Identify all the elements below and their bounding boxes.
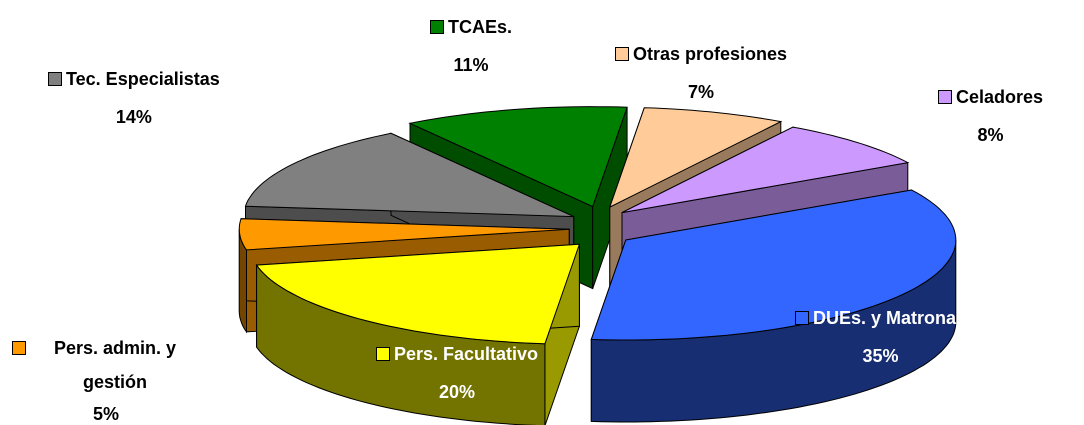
legend-swatch <box>48 72 62 86</box>
slice-top <box>244 132 574 218</box>
category-label: Pers. admin. y gestión <box>53 338 177 392</box>
data-label: Tec. Especialistas 14% <box>48 68 220 128</box>
category-label: Celadores <box>956 87 1044 107</box>
percent-label: 11% <box>453 55 489 75</box>
category-label: Otras profesiones <box>633 44 788 64</box>
legend-entry: TCAEs. <box>430 16 512 38</box>
data-label: Pers. admin. y gestión 5% <box>12 331 200 425</box>
slice-top <box>608 107 783 209</box>
percent-label: 5% <box>92 404 119 424</box>
data-label: Pers. Facultativo 20% <box>376 343 538 403</box>
legend-swatch <box>376 347 390 361</box>
slice-top <box>255 243 581 345</box>
category-label: TCAEs. <box>448 17 513 37</box>
legend-entry: Tec. Especialistas <box>48 68 220 90</box>
legend-entry: DUEs. y Matronas <box>795 307 966 329</box>
slice <box>590 189 957 423</box>
slice <box>255 243 581 425</box>
percent-label: 20% <box>439 382 476 402</box>
category-label: DUEs. y Matronas <box>813 308 967 328</box>
percent-label: 14% <box>115 107 152 127</box>
percent-label: 35% <box>862 346 899 366</box>
legend-swatch <box>430 20 444 34</box>
legend-swatch <box>938 90 952 104</box>
data-label: TCAEs. 11% <box>430 16 512 76</box>
legend-entry: Pers. Facultativo <box>376 343 538 365</box>
slice-top <box>590 189 957 341</box>
percent-label: 8% <box>977 125 1004 145</box>
slice-top <box>238 218 570 251</box>
legend-entry: Otras profesiones <box>615 43 787 65</box>
legend-entry: Celadores <box>938 86 1043 108</box>
legend-swatch <box>12 341 26 355</box>
data-label: Otras profesiones 7% <box>615 43 787 103</box>
slice-top <box>408 106 628 208</box>
category-label: Tec. Especialistas <box>66 69 220 89</box>
slice-top <box>621 126 910 214</box>
category-label: Pers. Facultativo <box>394 344 539 364</box>
legend-swatch <box>615 47 629 61</box>
legend-swatch <box>795 311 809 325</box>
percent-label: 7% <box>688 82 715 102</box>
legend-entry: Pers. admin. y gestión <box>12 331 200 399</box>
data-label: Celadores 8% <box>938 86 1043 146</box>
data-label: DUEs. y Matronas 35% <box>795 307 966 367</box>
